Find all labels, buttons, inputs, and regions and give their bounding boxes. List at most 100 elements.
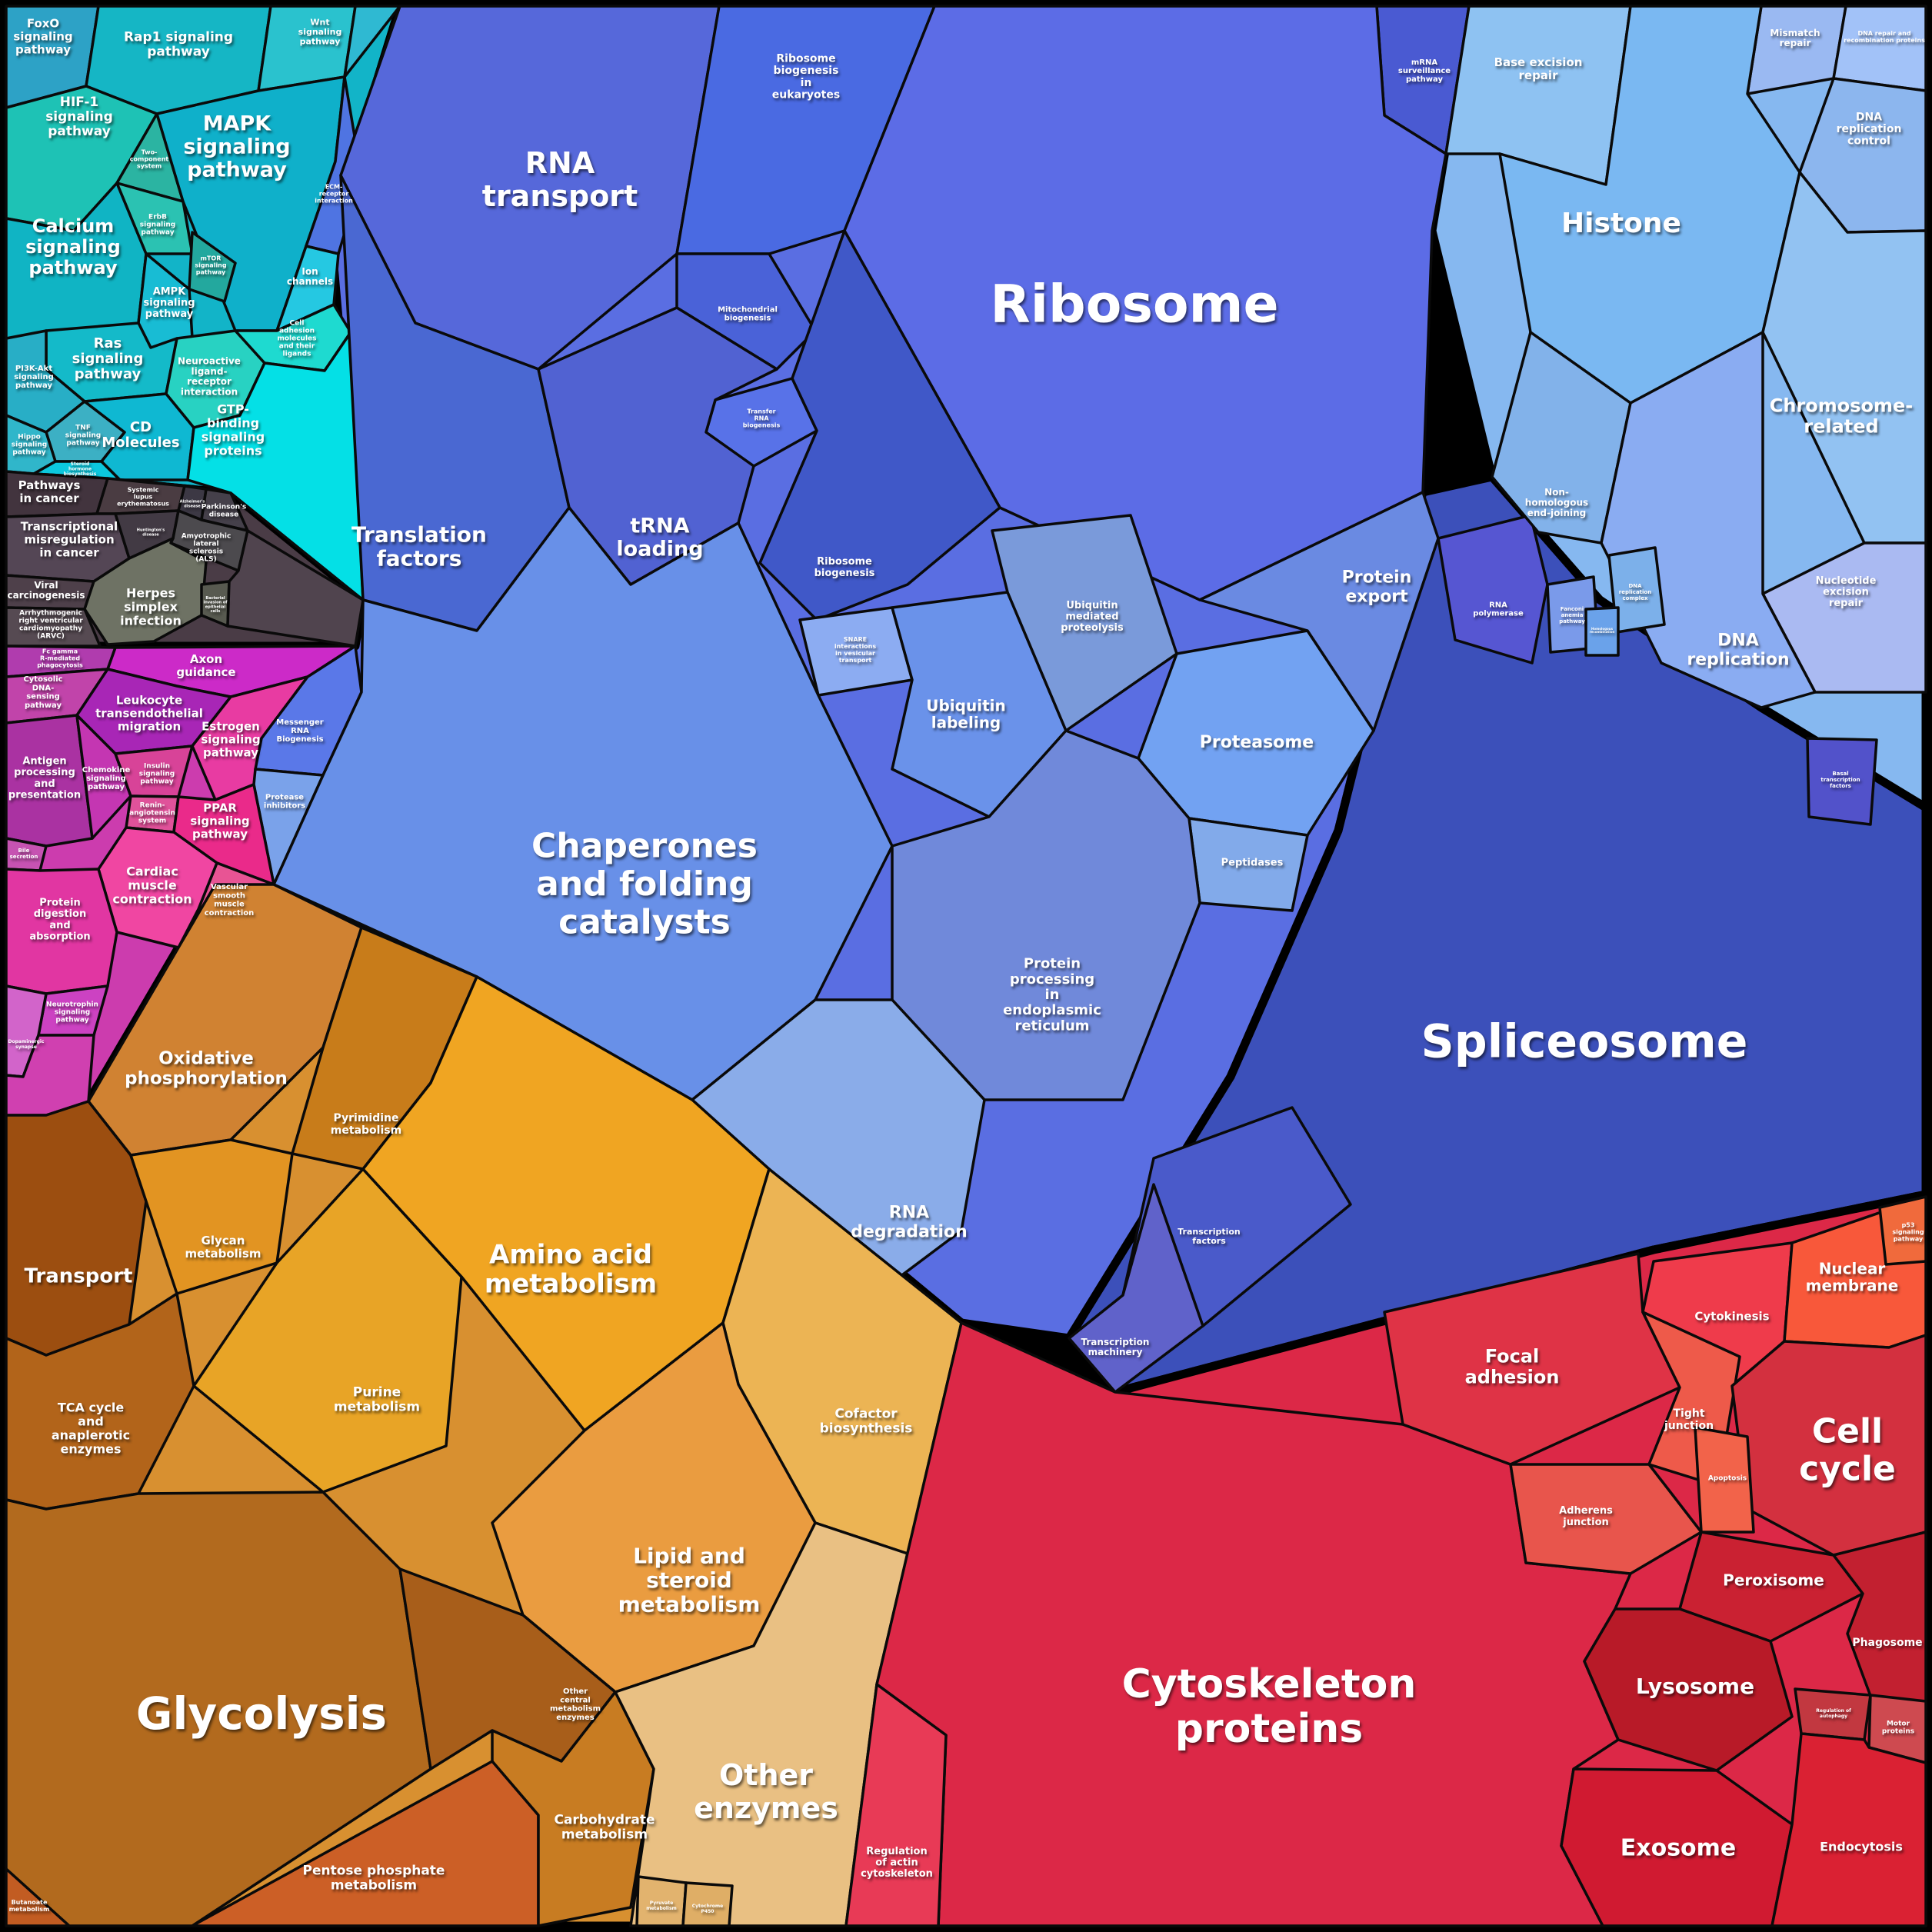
label-spliceosome: Spliceosome [1421,1015,1748,1069]
label-neuroactive: Neuroactive ligand-receptor interaction [178,355,241,397]
label-base-excision: Base excision repair [1494,55,1583,82]
label-mtor: mTOR signaling pathway [195,255,227,276]
label-ampk: AMPK signaling pathway [144,286,195,320]
label-trna-loading: tRNA loading [616,514,703,561]
label-mismatch-repair: Mismatch repair [1770,28,1820,48]
cell-antigen[interactable] [5,714,94,848]
label-endocytosis: Endocytosis [1820,1840,1903,1854]
label-carbohydrate: Carbohydrate metabolism [554,1812,655,1842]
cell-carbohydrate[interactable] [491,1690,655,1927]
label-tca: TCA cycle and anaplerotic enzymes [52,1401,130,1457]
label-nuclear-membrane: Nuclear membrane [1806,1259,1899,1294]
label-leukocyte: Leukocyte transendothelial migration [95,694,203,734]
label-steroid-hormone: Steroid hormone biosynthesis [64,461,97,477]
cell-homologous-recomb[interactable] [1584,606,1620,657]
label-rna-degradation: RNA degradation [851,1204,968,1242]
cell-p53[interactable] [1878,1195,1927,1266]
label-glycolysis: Glycolysis [136,1687,387,1740]
label-adherens: Adherens junction [1559,1505,1613,1528]
label-viral-carcinogenesis: Viral carcinogenesis [8,580,85,601]
cell-rna-polymerase[interactable] [1437,514,1549,665]
label-cell-adhesion: Cell adhesion molecules and their ligands [277,319,316,358]
label-pyrimidine: Pyrimidine metabolism [331,1112,401,1137]
label-estrogen: Estrogen signaling pathway [201,720,260,760]
label-chemokine: Chemokine signaling pathway [82,766,131,791]
label-chromosome-related: Chromosome-related [1770,395,1914,438]
label-exosome: Exosome [1621,1835,1737,1862]
label-peroxisome: Peroxisome [1723,1571,1824,1590]
label-cytochrome-p450: Cytochrome P450 [692,1904,724,1914]
cell-endocytosis[interactable] [1770,1732,1927,1927]
cell-chaperones[interactable] [272,506,894,1101]
label-transfer-rna: Transfer RNA biogenesis [743,408,781,429]
label-cardiac: Cardiac muscle contraction [112,864,192,907]
label-dopaminergic: Dopaminergic synapse [8,1039,45,1050]
label-fanconi: Fanconi anemia pathway [1559,606,1585,625]
label-wnt: Wnt signaling pathway [298,18,342,47]
label-dna-replication: DNA replication [1687,631,1789,670]
cell-ribosome-biogenesis[interactable] [758,229,1001,621]
label-nucleotide-excision: Nucleotide excision repair [1816,575,1877,609]
label-tnf: TNF signaling pathway [65,424,101,447]
label-ribosome-biogenesis: Ribosome biogenesis [814,556,875,579]
cell-ubiquitin-mediated[interactable] [991,514,1178,732]
label-antigen: Antigen processing and presentation [8,756,81,801]
label-amino-acid: Amino acid metabolism [485,1239,657,1299]
label-bacterial-invasion: Bacterial invasion of epithelial cells [204,596,228,614]
cell-transcription-machinery[interactable] [1068,1183,1204,1394]
label-purine: Purine metabolism [334,1384,420,1414]
label-basal-transcription: Basal transcription factors [1820,771,1860,789]
label-huntingtons: Huntington's disease [137,528,165,538]
label-arvc: Arrhythmogenic right ventricular cardiomyo… [18,609,83,640]
cell-polygons-layer [5,5,1927,1927]
cell-cytochrome-p450[interactable] [681,1881,734,1927]
label-cytoskeleton: Cytoskeleton proteins [1122,1661,1417,1752]
label-hif1: HIF-1 signaling pathway [45,95,113,139]
label-calcium: Calcium signaling pathway [25,215,121,278]
cell-regulation-actin[interactable] [844,1683,948,1927]
label-dna-repair-recomb: DNA repair and recombination proteins [1844,30,1925,44]
cell-non-homologous[interactable] [1491,331,1632,545]
cell-lysosome[interactable] [1583,1607,1794,1772]
label-peptidases: Peptidases [1221,858,1284,869]
label-proteasome: Proteasome [1200,733,1314,752]
cell-adherens[interactable] [1509,1463,1703,1575]
cell-nucleotide-excision[interactable] [1761,541,1927,694]
cell-ribosome-biogenesis-euk[interactable] [675,5,936,255]
label-glycan: Glycan metabolism [185,1234,261,1261]
label-lysosome: Lysosome [1636,1674,1754,1699]
label-protease-inhibitors: Protease inhibitors [264,793,305,810]
label-pathways-cancer: Pathways in cancer [18,478,81,505]
label-fc-gamma: Fc gamma R-mediated phagocytosis [37,648,83,669]
cell-labels-layer: FoxO signaling pathway Rap1 signaling pathwa… [8,17,1926,1914]
label-pi3k-akt: PI3K-Akt signaling pathway [14,365,54,390]
label-butanoate: Butanoate metabolism [9,1899,50,1913]
label-pentose: Pentose phosphate metabolism [303,1863,445,1893]
label-rap1: Rap1 signaling pathway [124,29,233,59]
cell-mitochondrial-biogenesis[interactable] [675,252,817,371]
label-ppar: PPAR signaling pathway [190,801,249,841]
label-transport: Transport [25,1265,133,1288]
label-cytosolic-dna: Cytosolic DNA-sensing pathway [23,675,62,710]
cell-butanoate[interactable] [5,1867,71,1927]
cell-mtor[interactable] [188,231,237,303]
cell-protein-export[interactable] [1198,491,1440,732]
label-ion-channels: Ion channels [287,266,333,287]
label-histone: Histone [1561,208,1681,239]
label-motor-proteins: Motor proteins [1882,1720,1914,1735]
label-focal-adhesion: Focal adhesion [1465,1346,1560,1388]
label-regulation-autophagy: Regulation of autophagy [1816,1708,1851,1719]
cell-dna-repair-recomb[interactable] [1832,5,1927,92]
label-tight-junction: Tight junction [1664,1407,1714,1432]
label-alzheimers: Alzheimer's disease [180,500,205,509]
cell-basal-transcription[interactable] [1806,737,1878,826]
label-cytokinesis: Cytokinesis [1694,1310,1769,1324]
label-als: Amyotrophic lateral sclerosis (ALS) [182,532,232,563]
label-dna-replication-control: DNA replication control [1837,111,1902,147]
label-homologous-recomb: Homologous recombination [1590,627,1615,634]
cell-apoptosis[interactable] [1694,1426,1755,1534]
label-gtp-binding: GTP-binding signaling proteins [202,402,265,458]
cell-teal-corner[interactable] [343,5,401,78]
label-other-enzymes: Other enzymes [694,1758,838,1825]
